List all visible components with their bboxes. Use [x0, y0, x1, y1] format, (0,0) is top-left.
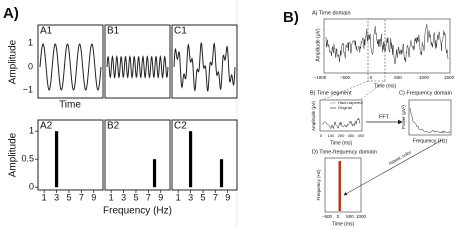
- page: {"figure":{"label_a":"A)","label_b":"B)"…: [3, 0, 455, 228]
- panel-title: D) Time-frequency domain: [312, 149, 377, 155]
- y-tick-label: 1: [29, 126, 34, 136]
- panel-title: C) Frequency domain: [399, 90, 452, 96]
- x-axis-label: Time (ms): [374, 83, 397, 89]
- x-tick-label: −500: [322, 214, 333, 219]
- x-tick-label: 1: [176, 192, 181, 202]
- segment-marker: [367, 18, 386, 82]
- x-tick-label: 500: [346, 214, 354, 219]
- y-tick-label: −1: [23, 84, 33, 94]
- x-tick-label: 3: [188, 192, 193, 202]
- x-tick-label: 7: [213, 192, 218, 202]
- x-tick-label: 100: [328, 133, 335, 138]
- y-tick-label: 0: [29, 182, 34, 192]
- figure-label: A): [3, 5, 19, 22]
- x-tick-label: 1000: [356, 214, 367, 219]
- panel-title: A) Time domain: [312, 10, 351, 16]
- x-tick-label: 400: [358, 133, 365, 138]
- chart-box: [171, 119, 238, 191]
- x-tick-label: 3: [54, 192, 59, 202]
- bar: [54, 131, 59, 188]
- x-tick-label: −1000: [314, 75, 327, 80]
- waveform: [39, 43, 102, 91]
- x-tick-label: 0: [370, 75, 373, 80]
- x-tick-label: 1: [42, 192, 47, 202]
- chart-title: B2: [107, 121, 120, 132]
- x-axis-label: Time: [59, 100, 81, 111]
- x-axis-label: Frequency (Hz): [413, 138, 448, 144]
- y-tick-label: 1: [28, 37, 33, 47]
- panel-title: A1: [40, 26, 53, 37]
- time-domain-box: [323, 18, 451, 74]
- x-tick-label: 5: [133, 192, 138, 202]
- legend-label: Hann-tapered: [338, 100, 362, 105]
- x-tick-label: 9: [91, 192, 96, 202]
- guide: [359, 80, 386, 101]
- frequency-box: [408, 99, 452, 136]
- y-axis-label: Amplitude (μV): [315, 28, 321, 62]
- x-tick-label: 200: [338, 133, 345, 138]
- time-segment-box: [319, 99, 363, 132]
- x-tick-label: 3: [121, 192, 126, 202]
- y-tick-label: 0: [28, 61, 33, 71]
- y-axis-label: Amplitude: [8, 132, 19, 177]
- x-tick-label: 1000: [419, 75, 430, 80]
- waveform: [173, 42, 236, 92]
- figure-label: B): [283, 9, 299, 26]
- chart-title: C2: [174, 121, 187, 132]
- x-axis-label: Time (ms): [332, 221, 355, 227]
- y-axis-label: Frequency (Hz): [316, 169, 321, 201]
- x-tick-label: 0: [320, 133, 323, 138]
- panel-title: B) Time segment: [310, 90, 352, 96]
- panel-title: C1: [174, 26, 187, 37]
- guide: [321, 80, 369, 101]
- x-tick-label: 5: [66, 192, 71, 202]
- spectrum: [409, 107, 451, 134]
- bar: [219, 159, 224, 188]
- y-axis-label: Power (μV²): [401, 104, 406, 129]
- tf-power: [338, 161, 341, 211]
- x-tick-label: 0: [337, 214, 340, 219]
- panel-title: B1: [107, 26, 120, 37]
- x-tick-label: 7: [146, 192, 151, 202]
- chart-box: [104, 119, 171, 191]
- y-tick-label: 0.5: [21, 154, 34, 164]
- legend-label: Original: [338, 105, 352, 110]
- repeat-arrow: [343, 139, 443, 196]
- x-tick-label: 9: [225, 192, 230, 202]
- x-tick-label: 5: [200, 192, 205, 202]
- waveform: [106, 54, 169, 80]
- x-tick-label: 9: [158, 192, 163, 202]
- chart-title: A2: [40, 121, 53, 132]
- arrow-label: FFT: [379, 114, 390, 120]
- x-tick-label: −500: [340, 75, 351, 80]
- eeg-trace: [325, 23, 449, 65]
- x-axis-label: Frequency (Hz): [103, 206, 172, 217]
- x-tick-label: 1500: [444, 75, 455, 80]
- y-axis-label: Amplitude: [8, 39, 19, 84]
- x-tick-label: 1: [109, 192, 114, 202]
- y-axis-label: Amplitude (μV): [311, 101, 316, 131]
- x-axis-label: Time (ms): [330, 140, 353, 146]
- bar: [152, 159, 157, 188]
- x-tick-label: 300: [348, 133, 355, 138]
- chart-box: [37, 119, 104, 191]
- x-tick-label: 500: [394, 75, 402, 80]
- x-tick-label: 7: [79, 192, 84, 202]
- segment-trace: [321, 117, 361, 130]
- bar: [188, 131, 193, 188]
- tf-box: [324, 157, 362, 213]
